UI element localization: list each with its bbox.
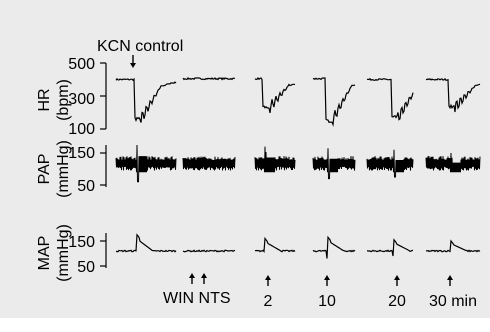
nts-arrow-head — [201, 273, 207, 278]
hr-tick-500: 500 — [68, 56, 95, 73]
map-ylabel-line1: MAP — [36, 236, 53, 271]
marker-30-arrow-head — [447, 275, 453, 280]
pap-tick-50: 50 — [77, 178, 95, 195]
pap-trace-epoch-1 — [182, 156, 236, 171]
hr-trace-epoch-0 — [115, 77, 177, 123]
map-tick-150: 150 — [68, 234, 95, 251]
hr-trace-epoch-3 — [312, 77, 356, 127]
hr-ylabel-line2: (bpm) — [55, 79, 72, 121]
map-ylabel-line2: (mmHg) — [55, 224, 72, 282]
map-trace-epoch-2 — [254, 236, 296, 254]
hr-trace-epoch-5 — [425, 77, 481, 113]
map-trace-epoch-3 — [312, 235, 356, 259]
pap-trace-epoch-2 — [254, 146, 296, 173]
map-trace-epoch-4 — [367, 238, 414, 257]
hr-trace-epoch-1 — [182, 76, 235, 81]
marker-label-10: 10 — [318, 293, 336, 310]
marker-label-30-min: 30 min — [429, 293, 477, 310]
axes-group — [100, 62, 107, 268]
hr-ylabel-line1: HR — [36, 88, 53, 111]
hr-trace-epoch-4 — [366, 77, 414, 121]
pap-ylabel-line1: PAP — [36, 154, 53, 185]
pap-trace-epoch-4 — [366, 149, 414, 178]
map-tick-50: 50 — [77, 259, 95, 276]
arrows-group — [130, 55, 453, 286]
map-trace-epoch-0 — [115, 233, 177, 253]
pap-trace-epoch-3 — [312, 148, 356, 180]
win-nts-label: WIN NTS — [163, 290, 231, 307]
hr-tick-100: 100 — [68, 121, 95, 138]
pap-ylabel-line2: (mmHg) — [55, 140, 72, 198]
kcn-control-arrow-head — [130, 63, 136, 68]
win-arrow-head — [189, 273, 195, 278]
map-trace-epoch-5 — [425, 239, 481, 253]
kcn-control-label: KCN control — [97, 38, 183, 55]
pap-tick-150: 150 — [68, 145, 95, 162]
marker-label-20: 20 — [388, 293, 406, 310]
marker-2-arrow-head — [265, 275, 271, 280]
marker-20-arrow-head — [394, 275, 400, 280]
marker-label-2: 2 — [264, 293, 273, 310]
marker-10-arrow-head — [324, 275, 330, 280]
map-trace-epoch-1 — [182, 249, 236, 253]
hr-tick-300: 300 — [68, 91, 95, 108]
hr-trace-epoch-2 — [254, 77, 296, 114]
pap-trace-epoch-5 — [425, 152, 481, 173]
pap-trace-epoch-0 — [115, 144, 177, 183]
traces-group — [115, 76, 481, 259]
